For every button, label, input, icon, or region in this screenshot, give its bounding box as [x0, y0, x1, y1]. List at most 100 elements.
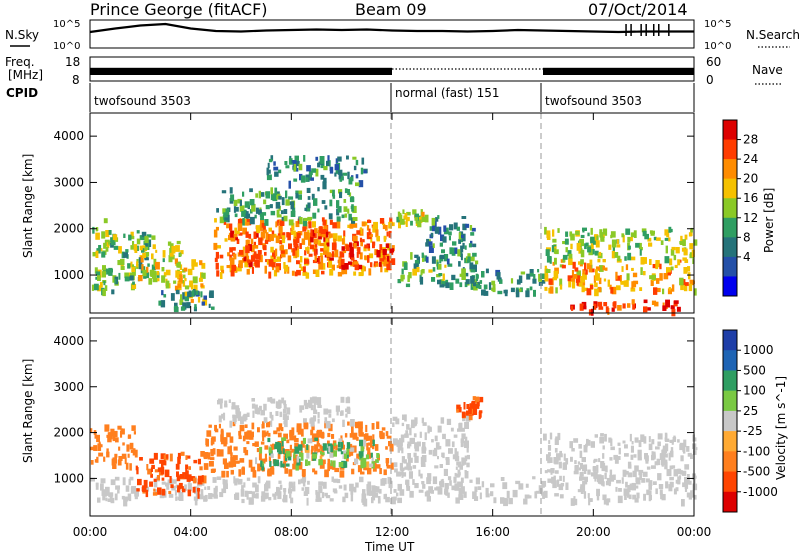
- power-cell: [442, 236, 447, 243]
- velocity-cell: [370, 452, 373, 458]
- velocity-cell: [176, 475, 181, 482]
- velocity-cell: [224, 462, 229, 469]
- velocity-cell: [638, 440, 642, 448]
- velocity-y-label: Slant Range [km]: [21, 359, 35, 463]
- velocity-cell: [212, 468, 216, 472]
- velocity-cell: [239, 424, 245, 432]
- velocity-cell: [368, 490, 373, 496]
- velocity-cell: [214, 424, 217, 431]
- velocity-cell: [365, 454, 370, 460]
- noise-series: [89, 22, 694, 36]
- power-cell: [273, 270, 278, 277]
- velocity-y-tick-label: 3000: [53, 380, 84, 394]
- power-cell: [96, 248, 101, 254]
- power-cell: [327, 155, 330, 162]
- velocity-cell: [421, 481, 425, 485]
- power-cell: [642, 257, 647, 264]
- velocity-cell: [596, 488, 600, 497]
- velocity-cell: [378, 498, 381, 504]
- velocity-cell: [679, 470, 683, 475]
- velocity-cell: [554, 448, 558, 453]
- power-cell: [284, 264, 289, 272]
- velocity-cell: [312, 468, 316, 473]
- velocity-cell: [684, 487, 688, 492]
- power-cell: [237, 267, 242, 272]
- power-cell: [312, 229, 315, 237]
- power-cell: [570, 278, 576, 282]
- power-cell: [544, 274, 549, 282]
- power-cell: [294, 155, 299, 164]
- velocity-cell: [200, 451, 205, 457]
- power-cell: [317, 208, 320, 213]
- freq-label-line1: Freq.: [5, 55, 35, 69]
- velocity-cell: [432, 449, 438, 457]
- power-cell: [175, 270, 178, 278]
- power-cell: [234, 213, 238, 218]
- velocity-cell: [388, 441, 392, 447]
- velocity-cell: [673, 469, 679, 477]
- velocity-cell: [267, 468, 270, 477]
- power-cell: [400, 218, 405, 225]
- velocity-cell: [302, 437, 306, 444]
- power-cell: [621, 266, 624, 272]
- velocity-cell: [651, 454, 655, 461]
- velocity-cell: [669, 465, 674, 470]
- velocity-cell: [233, 460, 237, 467]
- power-cell: [533, 274, 536, 279]
- power-cell: [561, 264, 566, 269]
- power-cell: [578, 282, 583, 287]
- velocity-cell: [542, 491, 545, 499]
- power-cell: [470, 256, 475, 262]
- velocity-cell: [559, 494, 564, 499]
- power-cell: [352, 235, 358, 243]
- power-cell: [272, 233, 277, 238]
- power-cell: [471, 227, 476, 232]
- velocity-cell: [455, 497, 460, 504]
- velocity-cell: [641, 478, 646, 483]
- power-cell: [367, 255, 370, 263]
- velocity-cell: [460, 439, 464, 448]
- power-cell: [323, 236, 326, 242]
- velocity-cell: [222, 458, 227, 465]
- power-cell: [555, 287, 558, 294]
- power-cell: [299, 173, 303, 181]
- velocity-cell: [169, 453, 173, 462]
- velocity-cell: [604, 433, 607, 442]
- power-cell: [314, 253, 317, 262]
- power-cell: [348, 213, 352, 221]
- power-cell: [255, 207, 259, 214]
- velocity-cell: [153, 478, 157, 482]
- velocity-cell: [465, 436, 468, 444]
- velocity-cell: [583, 445, 588, 453]
- date-title: 07/Oct/2014: [588, 0, 688, 19]
- velocity-cell: [281, 437, 287, 441]
- velocity-cell: [371, 497, 374, 504]
- power-cell: [258, 237, 263, 246]
- power-cell: [653, 287, 658, 295]
- power-cell: [233, 199, 238, 207]
- power-cell: [680, 235, 683, 243]
- velocity-cell: [630, 454, 634, 460]
- velocity-cell: [314, 437, 318, 441]
- velocity-cell: [678, 475, 682, 480]
- velocity-cell: [418, 489, 424, 493]
- velocity-cell: [319, 455, 323, 460]
- power-cell: [428, 269, 433, 273]
- velocity-cell: [281, 440, 284, 447]
- velocity-colorbar-tick-label: -500: [743, 465, 770, 479]
- power-cell: [432, 243, 435, 248]
- power-cell: [632, 304, 636, 310]
- power-cell: [462, 233, 466, 242]
- power-cell: [549, 256, 552, 264]
- velocity-cell: [247, 490, 252, 494]
- velocity-cell: [294, 438, 299, 443]
- velocity-cell: [534, 491, 538, 499]
- velocity-cell: [430, 489, 434, 494]
- velocity-cell: [266, 430, 269, 435]
- power-cell: [276, 220, 279, 226]
- velocity-cell: [466, 454, 470, 460]
- power-cell: [667, 288, 672, 295]
- power-cell: [580, 259, 584, 265]
- velocity-cell: [346, 406, 351, 414]
- power-cell: [467, 256, 471, 263]
